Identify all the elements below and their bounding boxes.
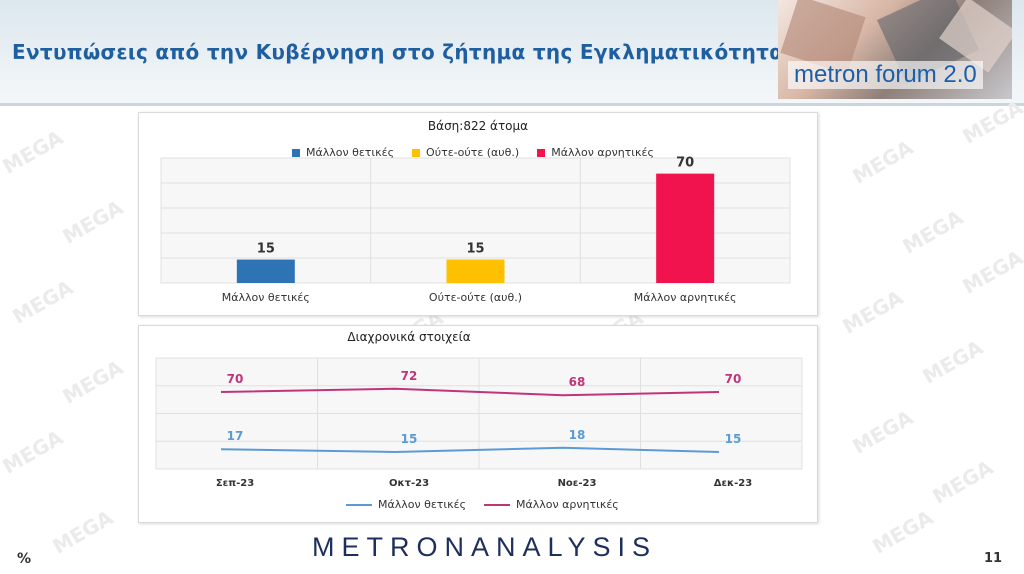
data-label: 15: [725, 432, 742, 446]
data-label: 72: [401, 369, 418, 383]
data-label: 17: [227, 429, 244, 443]
x-tick-label: Σεπ-23: [216, 478, 254, 489]
bar-chart: 15 Μάλλον θετικές 15 Ούτε-ούτε (αυθ.) 70 Μάλλ…: [160, 156, 791, 304]
series-line-negative: [220, 387, 720, 397]
watermark-text: MEGA: [838, 285, 908, 339]
data-label: 70: [227, 372, 244, 386]
watermark-text: MEGA: [58, 355, 128, 409]
legend-item-negative: Μάλλον αρνητικές: [537, 146, 654, 159]
legend-swatch-positive: [292, 148, 300, 157]
category-label: Ούτε-ούτε (αυθ.): [429, 291, 522, 304]
watermark-text: MEGA: [8, 275, 78, 329]
slide-header: Εντυπώσεις από την Κυβέρνηση στο ζήτημα …: [0, 0, 1024, 106]
watermark-text: MEGA: [0, 425, 68, 479]
legend-label: Μάλλον αρνητικές: [551, 146, 654, 159]
bar-chart-title: Βάση:822 άτομα: [427, 119, 529, 133]
legend-item-negative: Μάλλον αρνητικές: [484, 498, 619, 511]
metron-forum-logo: metron forum 2.0: [778, 0, 1012, 99]
watermark-text: MEGA: [918, 335, 988, 389]
bar-value-label: 15: [257, 242, 275, 257]
legend-label: Ούτε-ούτε (αυθ.): [426, 146, 520, 159]
watermark-text: MEGA: [48, 505, 118, 559]
legend-swatch-neutral: [412, 148, 421, 157]
line-chart-legend: Μάλλον θετικές Μάλλον αρνητικές: [346, 498, 619, 511]
bar: [236, 259, 295, 283]
watermark-text: MEGA: [958, 245, 1024, 299]
legend-item-neutral: Ούτε-ούτε (αυθ.): [412, 146, 519, 159]
x-tick-label: Δεκ-23: [714, 478, 753, 489]
watermark-text: MEGA: [848, 135, 918, 189]
legend-line-negative: [484, 503, 511, 506]
x-tick-label: Οκτ-23: [389, 478, 429, 489]
watermark-text: MEGA: [928, 455, 998, 509]
legend-label: Μάλλον θετικές: [306, 146, 395, 159]
legend-label: Μάλλον θετικές: [378, 498, 467, 511]
legend-swatch-negative: [537, 148, 546, 157]
legend-item-positive: Μάλλον θετικές: [292, 146, 394, 159]
watermark-text: MEGA: [898, 205, 968, 259]
line-chart-title: Διαχρονικά στοιχεία: [347, 330, 471, 344]
x-tick-label: Νοε-23: [558, 478, 597, 489]
data-label: 18: [569, 428, 586, 442]
metron-analysis-brand: METRONANALYSIS: [312, 532, 658, 562]
line-chart-panel: Διαχρονικά στοιχεία 17 15 18 15 70 72 68 70 Σεπ-…: [138, 325, 818, 523]
series-line-positive: [220, 446, 720, 454]
watermark-text: MEGA: [58, 195, 128, 249]
percent-label: %: [17, 551, 32, 567]
bar-chart-panel: Βάση:822 άτομα Μάλλον θετικές Ούτε-ούτε …: [138, 112, 818, 316]
category-label: Μάλλον θετικές: [222, 291, 310, 304]
legend-label: Μάλλον αρνητικές: [516, 498, 619, 511]
logo-text: metron forum 2.0: [788, 61, 983, 89]
bar-chart-legend: Μάλλον θετικές Ούτε-ούτε (αυθ.) Μάλλον α…: [292, 146, 654, 159]
data-label: 68: [569, 375, 586, 389]
bar: [656, 173, 715, 283]
watermark-text: MEGA: [0, 125, 68, 179]
data-label: 15: [401, 432, 418, 446]
bar-value-label: 70: [676, 156, 694, 171]
watermark-text: MEGA: [848, 405, 918, 459]
bar-value-label: 15: [466, 242, 484, 257]
page-number: 11: [984, 551, 1003, 566]
bar: [446, 259, 505, 283]
legend-line-positive: [346, 503, 372, 506]
watermark-text: MEGA: [868, 505, 938, 559]
slide-title: Εντυπώσεις από την Κυβέρνηση στο ζήτημα …: [12, 40, 796, 64]
category-label: Μάλλον αρνητικές: [634, 291, 737, 304]
data-label: 70: [725, 372, 742, 386]
legend-item-positive: Μάλλον θετικές: [346, 498, 466, 511]
line-chart: 17 15 18 15 70 72 68 70 Σεπ-23 Οκτ-23 Νοε-23 Δεκ-23: [155, 357, 803, 489]
